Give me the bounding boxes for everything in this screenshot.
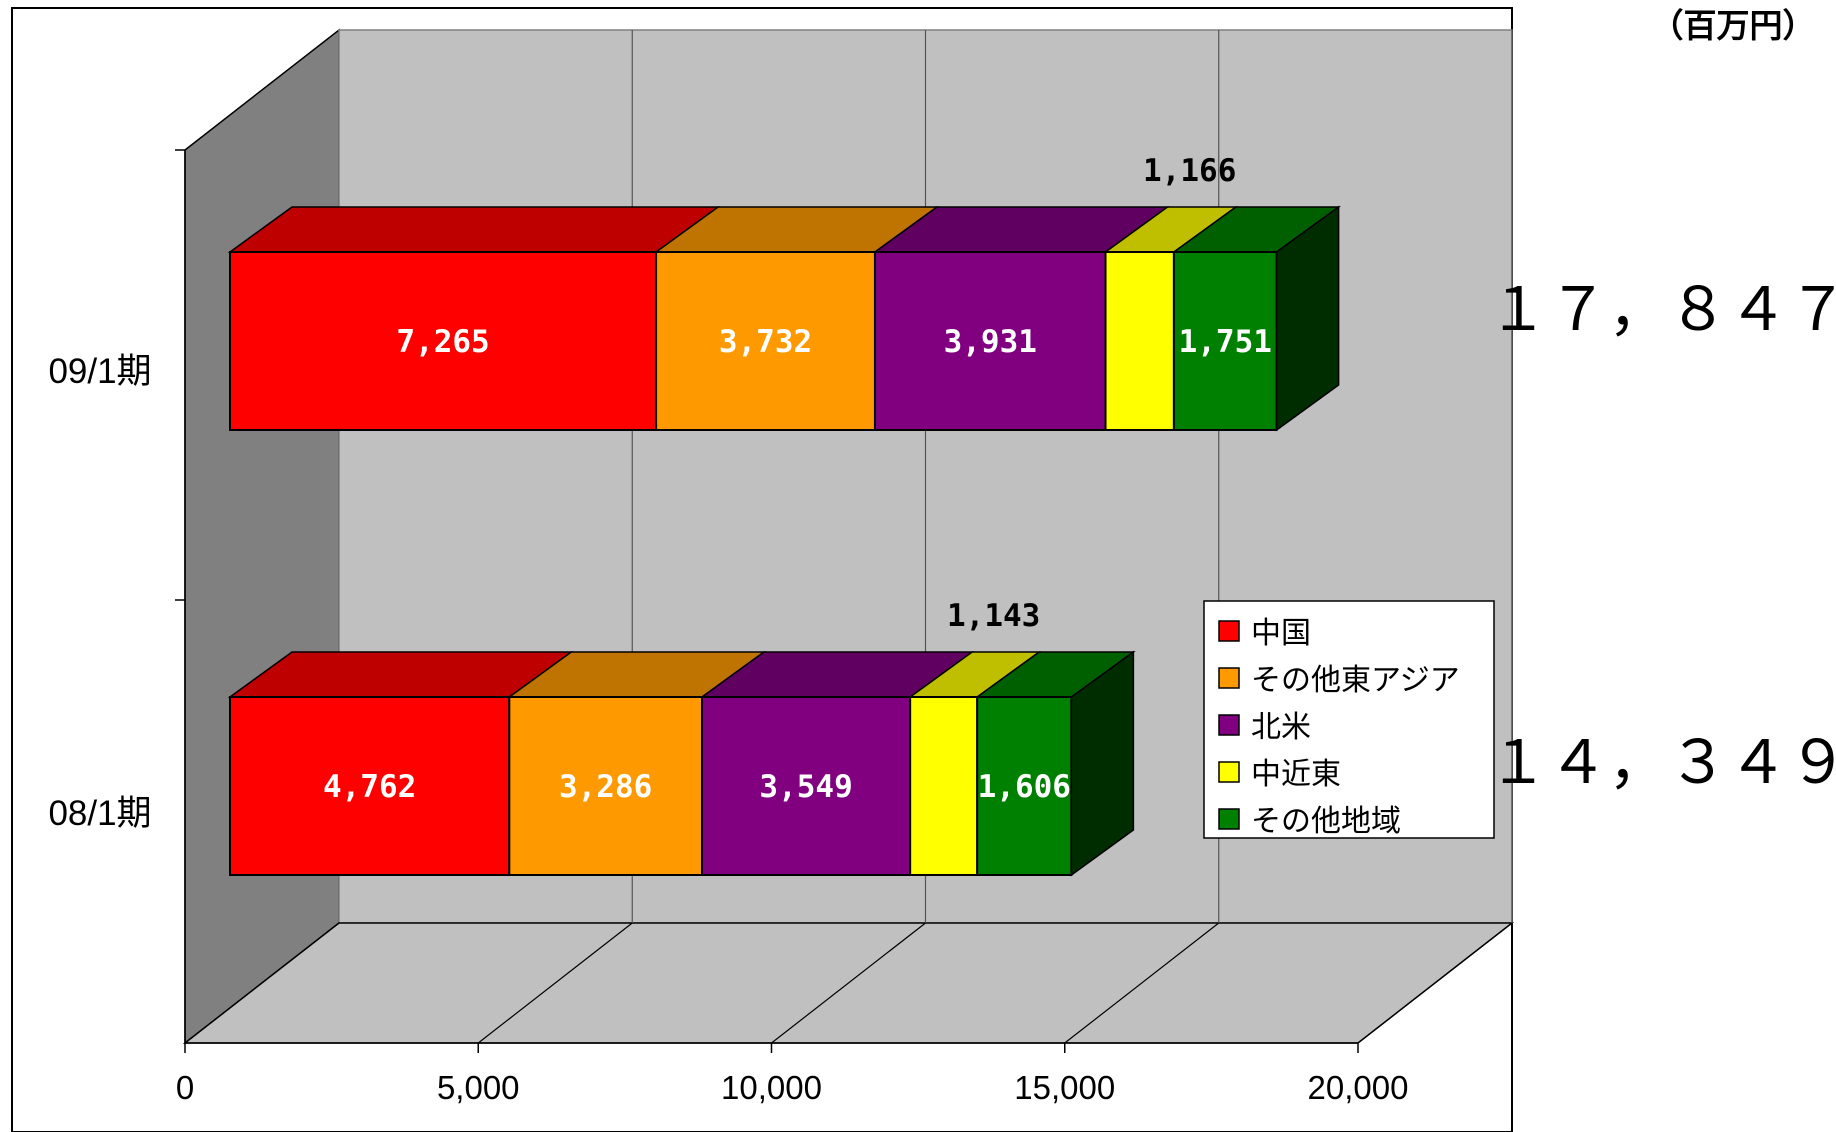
legend-swatch — [1218, 620, 1240, 642]
floor-gridline — [477, 922, 633, 1044]
total-label: １４，３４９ — [1488, 728, 1836, 798]
floor-gridline — [1064, 922, 1220, 1044]
bar-side — [1070, 650, 1135, 877]
total-label: １７，８４７ — [1488, 275, 1836, 345]
data-label: 3,931 — [944, 324, 1037, 360]
floor-gridline — [1357, 922, 1513, 1044]
bar-segment — [976, 696, 1073, 876]
bar-segment — [873, 251, 1107, 431]
data-label: 1,166 — [1143, 153, 1236, 189]
data-label: 3,286 — [559, 769, 652, 805]
data-label: 3,732 — [719, 324, 812, 360]
bar-group: 4,762 3,286 3,549 1,143 1,606 7,265 3,732 3,931… — [227, 153, 1341, 877]
x-tick-label: 20,000 — [1308, 1069, 1409, 1106]
bar-segment-top — [227, 206, 721, 253]
data-label: 3,549 — [759, 769, 852, 805]
category-label: 08/1期 — [48, 794, 151, 833]
x-tick-label: 0 — [176, 1069, 194, 1106]
bar-side — [1275, 205, 1340, 432]
data-label: 1,143 — [947, 598, 1040, 634]
category-label: 09/1期 — [48, 352, 151, 391]
x-axis: 0 5,000 10,000 15,000 20,000 — [176, 150, 1409, 1106]
legend-swatch — [1218, 667, 1240, 689]
bar-segment — [701, 696, 912, 876]
legend-swatch — [1218, 714, 1240, 736]
x-tick-label: 10,000 — [721, 1069, 822, 1106]
x-tick-label: 15,000 — [1014, 1069, 1115, 1106]
legend-label: その他地域 — [1251, 804, 1401, 839]
legend-label: 中近東 — [1251, 757, 1341, 792]
legend-swatch — [1218, 808, 1240, 830]
floor-gridline — [771, 922, 926, 1044]
bar-segment — [508, 696, 704, 876]
data-label: 1,751 — [1179, 324, 1272, 360]
data-label: 4,762 — [323, 769, 416, 805]
bar-08/1期: 4,762 3,286 3,549 1,143 1,606 — [227, 598, 1136, 877]
legend-label: その他東アジア — [1251, 663, 1460, 698]
bar-09/1期: 7,265 3,732 3,931 1,166 1,751 — [227, 153, 1341, 432]
legend-swatch — [1218, 761, 1240, 783]
bar-segment — [1104, 251, 1175, 431]
legend-label: 中国 — [1251, 616, 1311, 651]
side-wall — [184, 28, 340, 1045]
bar-segment — [229, 696, 511, 876]
data-label: 7,265 — [396, 324, 489, 360]
bar-segment — [229, 251, 658, 431]
unit-label: （百万円） — [1651, 6, 1816, 45]
total-labels: １４，３４９ １７，８４７ — [1488, 275, 1836, 798]
x-tick-label: 5,000 — [437, 1069, 520, 1106]
legend-box — [1203, 600, 1495, 839]
plot-walls — [182, 28, 1515, 1045]
legend-label: 北米 — [1251, 710, 1311, 745]
bar-segment — [909, 696, 979, 876]
y-axis: 08/1期 09/1期 — [48, 149, 185, 833]
data-label: 1,606 — [978, 769, 1071, 805]
